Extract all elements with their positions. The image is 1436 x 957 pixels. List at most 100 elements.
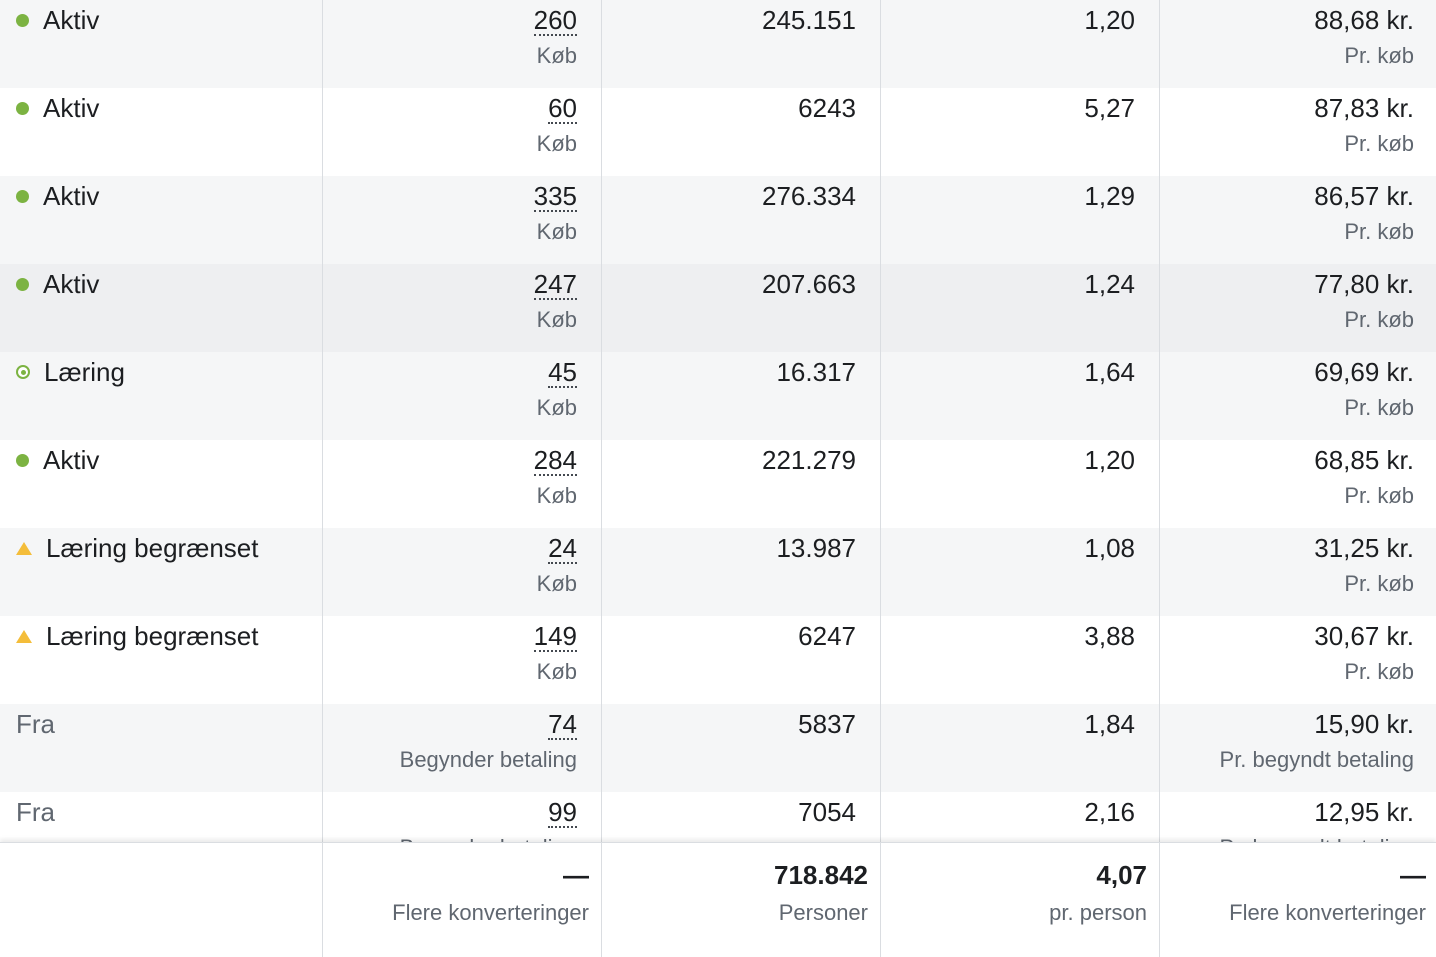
results-value[interactable]: 247 xyxy=(533,269,577,300)
reach-cell: 16.317 xyxy=(602,352,881,440)
cost-label: Pr. køb xyxy=(1344,307,1414,332)
results-value[interactable]: 45 xyxy=(548,357,577,388)
results-value[interactable]: 335 xyxy=(533,181,577,212)
delivery-status: Aktiv xyxy=(16,268,99,300)
cost-label: Pr. begyndt betaling xyxy=(1219,747,1414,772)
delivery-status: Aktiv xyxy=(16,180,99,212)
status-label: Læring xyxy=(44,356,125,387)
table-row[interactable]: Læring 45 Køb 16.317 1,64 69,69 kr. Pr. køb xyxy=(0,352,1436,440)
status-cell: Læring xyxy=(0,352,323,440)
frequency-value: 1,20 xyxy=(1084,5,1135,35)
results-cell: 284 Køb xyxy=(323,440,602,528)
summary-reach-label: Personer xyxy=(778,900,868,925)
status-label: Læring begrænset xyxy=(46,620,259,651)
result-type-label: Køb xyxy=(536,219,577,244)
frequency-value: 1,29 xyxy=(1084,181,1135,211)
cost-value: 15,90 kr. xyxy=(1314,709,1414,739)
result-type-label: Køb xyxy=(536,131,577,156)
result-type-label: Køb xyxy=(536,307,577,332)
delivery-status: Fra xyxy=(16,708,55,740)
results-value[interactable]: 260 xyxy=(533,5,577,36)
status-cell: Læring begrænset xyxy=(0,528,323,616)
cost-value: 12,95 kr. xyxy=(1314,797,1414,827)
delivery-status: Fra xyxy=(16,796,55,828)
result-type-label: Køb xyxy=(536,659,577,684)
reach-cell: 207.663 xyxy=(602,264,881,352)
cost-label: Pr. køb xyxy=(1344,483,1414,508)
summary-cell-status xyxy=(0,843,323,957)
cost-cell: 15,90 kr. Pr. begyndt betaling xyxy=(1160,704,1436,792)
results-cell: 260 Køb xyxy=(323,0,602,88)
frequency-value: 3,88 xyxy=(1084,621,1135,651)
reach-cell: 245.151 xyxy=(602,0,881,88)
summary-cell-frequency: 4,07 pr. person xyxy=(881,843,1160,957)
table-row[interactable]: Aktiv 60 Køb 6243 5,27 87,83 kr. Pr. køb xyxy=(0,88,1436,176)
cost-value: 68,85 kr. xyxy=(1314,445,1414,475)
cost-cell: 86,57 kr. Pr. køb xyxy=(1160,176,1436,264)
results-value[interactable]: 24 xyxy=(548,533,577,564)
table-row[interactable]: Aktiv 335 Køb 276.334 1,29 86,57 kr. Pr. køb xyxy=(0,176,1436,264)
table-row[interactable]: Læring begrænset 24 Køb 13.987 1,08 31,25 kr.… xyxy=(0,528,1436,616)
cost-label: Pr. køb xyxy=(1344,395,1414,420)
result-type-label: Køb xyxy=(536,395,577,420)
results-cell: 335 Køb xyxy=(323,176,602,264)
status-label: Læring begrænset xyxy=(46,532,259,563)
status-label: Aktiv xyxy=(43,444,100,475)
reach-cell: 221.279 xyxy=(602,440,881,528)
summary-frequency-value: 4,07 xyxy=(1096,860,1147,890)
active-dot-icon xyxy=(16,453,29,467)
cost-label: Pr. køb xyxy=(1344,43,1414,68)
status-label: Aktiv xyxy=(43,4,100,35)
active-dot-icon xyxy=(16,277,29,291)
reach-value: 16.317 xyxy=(776,357,856,387)
table-row[interactable]: Fra 74 Begynder betaling 5837 1,84 15,90 kr. P… xyxy=(0,704,1436,792)
delivery-status: Aktiv xyxy=(16,444,99,476)
results-cell: 247 Køb xyxy=(323,264,602,352)
active-dot-icon xyxy=(16,101,29,115)
table-row[interactable]: Aktiv 260 Køb 245.151 1,20 88,68 kr. Pr. køb xyxy=(0,0,1436,88)
active-dot-icon xyxy=(16,189,29,203)
cost-cell: 69,69 kr. Pr. køb xyxy=(1160,352,1436,440)
status-cell: Aktiv xyxy=(0,88,323,176)
frequency-value: 1,08 xyxy=(1084,533,1135,563)
table-body: Aktiv 260 Køb 245.151 1,20 88,68 kr. Pr. køb Ak… xyxy=(0,0,1436,842)
reach-cell: 276.334 xyxy=(602,176,881,264)
frequency-cell: 1,64 xyxy=(881,352,1160,440)
frequency-cell: 1,24 xyxy=(881,264,1160,352)
cost-value: 69,69 kr. xyxy=(1314,357,1414,387)
status-label: Aktiv xyxy=(43,180,100,211)
results-value[interactable]: 99 xyxy=(548,797,577,828)
results-value[interactable]: 149 xyxy=(533,621,577,652)
delivery-status: Læring begrænset xyxy=(16,532,258,564)
warning-triangle-icon xyxy=(16,629,32,643)
summary-cost-label: Flere konverteringer xyxy=(1229,900,1426,925)
result-type-label: Begynder betaling xyxy=(400,834,577,842)
table-row[interactable]: Fra 99 Begynder betaling 7054 2,16 12,95 kr. P… xyxy=(0,792,1436,842)
cost-value: 87,83 kr. xyxy=(1314,93,1414,123)
summary-cell-cost: — Flere konverteringer xyxy=(1160,843,1436,957)
result-type-label: Begynder betaling xyxy=(399,747,577,772)
cost-label: Pr. køb xyxy=(1344,219,1414,244)
results-cell: 99 Begynder betaling xyxy=(323,792,602,842)
status-label: Aktiv xyxy=(43,268,100,299)
results-value[interactable]: 60 xyxy=(548,93,577,124)
frequency-cell: 2,16 xyxy=(881,792,1160,842)
summary-reach-value: 718.842 xyxy=(774,860,868,890)
cost-label: Pr. køb xyxy=(1344,659,1414,684)
result-type-label: Køb xyxy=(536,483,577,508)
frequency-cell: 1,08 xyxy=(881,528,1160,616)
table-row[interactable]: Læring begrænset 149 Køb 6247 3,88 30,67 kr. P… xyxy=(0,616,1436,704)
reach-value: 207.663 xyxy=(762,269,856,299)
reach-cell: 6243 xyxy=(602,88,881,176)
results-value[interactable]: 284 xyxy=(533,445,577,476)
cost-cell: 88,68 kr. Pr. køb xyxy=(1160,0,1436,88)
cost-cell: 77,80 kr. Pr. køb xyxy=(1160,264,1436,352)
results-value[interactable]: 74 xyxy=(548,709,577,740)
status-cell: Aktiv xyxy=(0,176,323,264)
status-cell: Aktiv xyxy=(0,0,323,88)
frequency-cell: 1,29 xyxy=(881,176,1160,264)
results-cell: 60 Køb xyxy=(323,88,602,176)
table-row[interactable]: Aktiv 247 Køb 207.663 1,24 77,80 kr. Pr. køb xyxy=(0,264,1436,352)
table-row[interactable]: Aktiv 284 Køb 221.279 1,20 68,85 kr. Pr. køb xyxy=(0,440,1436,528)
